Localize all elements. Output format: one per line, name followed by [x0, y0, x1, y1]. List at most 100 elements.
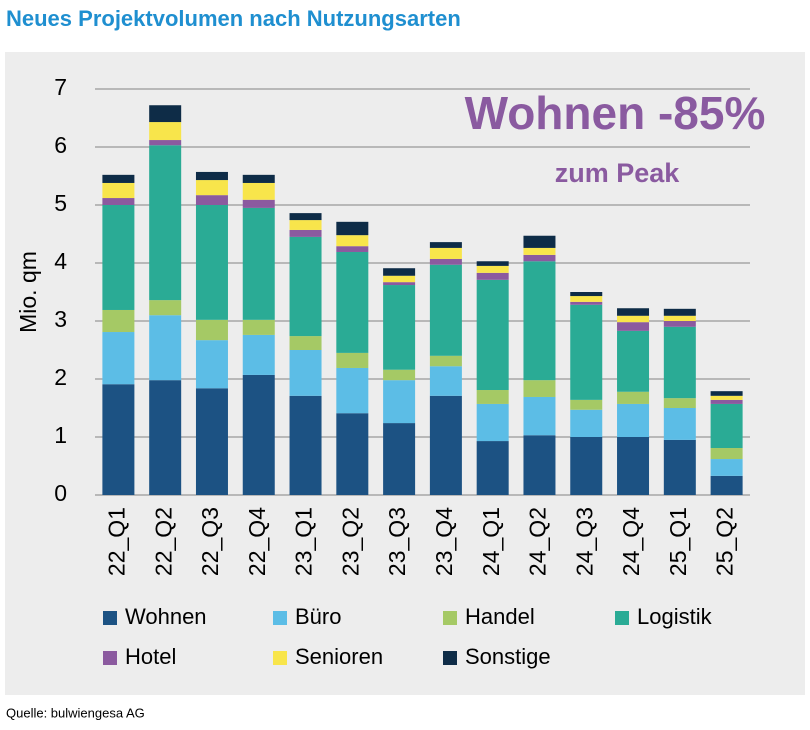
bar-segment: [336, 413, 369, 495]
bar-segment: [570, 437, 603, 495]
bar-segment: [383, 285, 416, 370]
bar-segment: [710, 395, 743, 400]
legend-label: Wohnen: [125, 604, 207, 629]
bar-segment: [289, 220, 322, 230]
bar-segment: [570, 409, 603, 437]
bar-segment: [242, 334, 275, 375]
y-tick-label: 3: [54, 306, 67, 332]
bar-segment: [710, 391, 743, 396]
bar-segment: [617, 330, 650, 392]
legend-label: Logistik: [637, 604, 713, 629]
bar-segment: [149, 105, 182, 123]
bar-segment: [570, 292, 603, 297]
x-tick-label: 23_Q3: [384, 507, 410, 576]
x-tick-label: 24_Q3: [571, 507, 597, 576]
bar-segment: [102, 182, 135, 199]
bar-segment: [570, 304, 603, 400]
bar-segment: [570, 296, 603, 302]
bar-segment: [476, 390, 509, 404]
bar-segment: [289, 229, 322, 237]
y-tick-label: 0: [54, 480, 67, 506]
bar-segment: [523, 396, 556, 436]
bar-segment: [289, 395, 322, 495]
bar-segment: [336, 221, 369, 236]
y-tick-label: 5: [54, 190, 67, 216]
bar-segment: [429, 258, 462, 265]
bar-segment: [149, 145, 182, 301]
x-tick-label: 25_Q1: [665, 507, 691, 576]
bar-segment: [523, 235, 556, 248]
bar-segment: [336, 246, 369, 252]
bar-segment: [429, 355, 462, 367]
source: Quelle: bulwiengesa AG: [6, 705, 145, 720]
y-tick-label: 6: [54, 132, 67, 158]
y-tick-label: 2: [54, 364, 67, 390]
bar-segment: [195, 171, 228, 181]
bar-segment: [242, 374, 275, 495]
bar-segment: [102, 198, 135, 205]
legend-label: Senioren: [295, 644, 383, 669]
bar-segment: [663, 326, 696, 399]
legend-swatch: [273, 651, 287, 665]
x-tick-label: 24_Q2: [525, 507, 551, 576]
bar-segment: [570, 301, 603, 305]
bar-segment: [383, 282, 416, 286]
bar-segment: [383, 268, 416, 276]
bar-segment: [242, 207, 275, 320]
bar-segment: [710, 399, 743, 404]
annotation: Wohnen -85%: [465, 87, 766, 139]
bar-segment: [242, 199, 275, 208]
x-tick-label: 22_Q3: [197, 507, 223, 576]
bar-segment: [336, 352, 369, 368]
legend-label: Hotel: [125, 644, 176, 669]
bar-segment: [195, 319, 228, 341]
bar-segment: [289, 213, 322, 221]
bar-segment: [617, 322, 650, 331]
bar-segment: [710, 459, 743, 476]
bar-segment: [149, 300, 182, 316]
x-tick-label: 22_Q4: [244, 507, 270, 576]
bar-segment: [429, 264, 462, 356]
legend-swatch: [615, 611, 629, 625]
bar-segment: [710, 403, 743, 449]
x-tick-label: 22_Q2: [150, 507, 176, 576]
bar-segment: [476, 272, 509, 280]
x-tick-label: 24_Q1: [478, 507, 504, 576]
bar-segment: [476, 261, 509, 266]
bar-segment: [242, 174, 275, 183]
legend-label: Handel: [465, 604, 535, 629]
bar-segment: [102, 205, 135, 310]
bar-segment: [336, 235, 369, 247]
y-tick-label: 1: [54, 422, 67, 448]
bar-segment: [476, 279, 509, 391]
bar-segment: [195, 205, 228, 320]
x-tick-label: 22_Q1: [103, 507, 129, 576]
bar-segment: [149, 380, 182, 495]
bar-segment: [476, 441, 509, 495]
y-tick-label: 4: [54, 248, 67, 274]
x-tick-label: 23_Q2: [337, 507, 363, 576]
bar-segment: [523, 254, 556, 262]
legend-label: Büro: [295, 604, 341, 629]
bar-segment: [289, 336, 322, 350]
bar-segment: [383, 380, 416, 424]
bar-segment: [383, 423, 416, 495]
bar-segment: [523, 380, 556, 397]
bar-segment: [149, 122, 182, 141]
bar-segment: [523, 247, 556, 255]
legend-swatch: [103, 611, 117, 625]
bar-segment: [195, 180, 228, 196]
annotation-sub: zum Peak: [555, 158, 681, 188]
bar-segment: [195, 195, 228, 205]
y-axis-label: Mio. qm: [15, 251, 41, 333]
legend-swatch: [443, 651, 457, 665]
bar-segment: [663, 321, 696, 327]
bar-segment: [242, 319, 275, 335]
bar-segment: [523, 261, 556, 381]
bar-segment: [476, 403, 509, 442]
bar-segment: [663, 439, 696, 495]
legend-swatch: [443, 611, 457, 625]
bar-segment: [102, 332, 135, 385]
bar-segment: [383, 369, 416, 381]
bar-segment: [336, 251, 369, 353]
